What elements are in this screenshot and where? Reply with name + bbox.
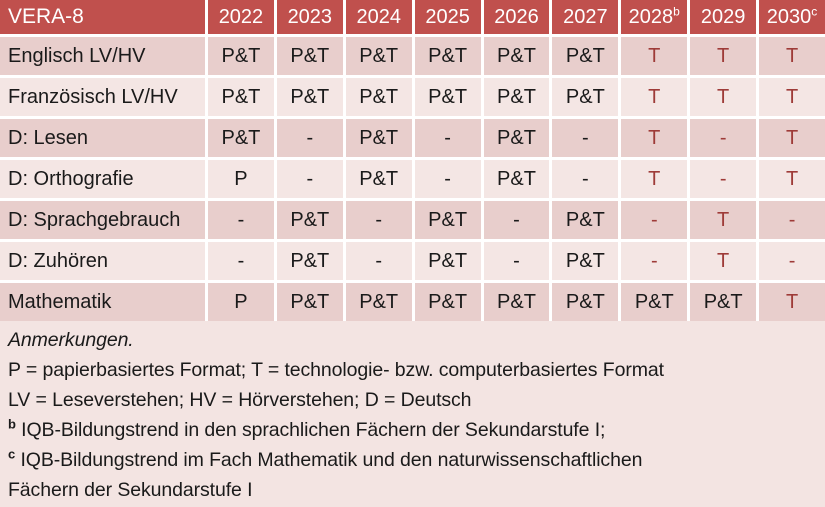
note-line: Fächern der Sekundarstufe I [8,479,253,501]
table-cell: T [621,37,688,75]
table-cell: P&T [483,160,550,198]
table-cell: - [552,119,619,157]
table-cell: P&T [552,201,619,239]
table-cell: T [759,37,825,75]
table-cell: P&T [621,283,688,321]
table-cell: P&T [414,201,481,239]
table-cell: T [690,37,757,75]
year-header-2024: 2024 [345,0,412,34]
table-cell: P&T [483,283,550,321]
notes-block: Anmerkungen. P = papierbasiertes Format; … [0,321,825,505]
table-cell: - [483,242,550,280]
table-cell: - [208,242,274,280]
year-header-2025: 2025 [414,0,481,34]
table-cell: T [690,242,757,280]
table-cell: P [208,283,274,321]
table-cell: P&T [208,37,274,75]
table-cell: - [621,201,688,239]
table-cell: P&T [483,78,550,116]
note-line: c IQB-Bildungstrend im Fach Mathematik u… [8,446,643,472]
table-cell: P&T [552,242,619,280]
table-cell: P&T [483,37,550,75]
table-cell: P&T [414,37,481,75]
year-header-2023: 2023 [276,0,343,34]
table-cell: P [208,160,274,198]
table-cell: P&T [690,283,757,321]
table-cell: P&T [345,119,412,157]
table-cell: P&T [414,78,481,116]
table-cell: - [690,160,757,198]
year-header-2029: 2029 [690,0,757,34]
table-cell: - [208,201,274,239]
table-cell: - [759,242,825,280]
table-cell: T [759,119,825,157]
note-line: LV = Leseverstehen; HV = Hörverstehen; D… [8,389,472,411]
table-cell: P&T [276,283,343,321]
note-line: b IQB-Bildungstrend in den sprachlichen … [8,416,606,442]
table-cell: P&T [208,78,274,116]
table-cell: P&T [345,160,412,198]
year-header-2027: 2027 [552,0,619,34]
table-cell: - [345,242,412,280]
row-label: D: Orthografie [0,160,205,198]
table-cell: P&T [276,242,343,280]
table-cell: - [552,160,619,198]
table-cell: T [690,78,757,116]
footnote-marker-b: b [673,4,680,19]
table-cell: T [690,201,757,239]
vera8-table: VERA-8 2022 2023 2024 2025 2026 2027 2028b 2029… [0,0,825,321]
year-header-2022: 2022 [208,0,274,34]
table-cell: - [759,201,825,239]
table-cell: P&T [345,37,412,75]
note-line: P = papierbasiertes Format; T = technolo… [8,359,664,381]
year-header-2026: 2026 [483,0,550,34]
table-cell: T [621,78,688,116]
table-cell: - [276,160,343,198]
table-title-cell: VERA-8 [0,0,205,34]
table-cell: - [276,119,343,157]
table-cell: - [690,119,757,157]
table-cell: - [414,119,481,157]
table-cell: P&T [208,119,274,157]
table-cell: P&T [414,283,481,321]
table-cell: T [621,160,688,198]
table-cell: P&T [552,78,619,116]
table-cell: P&T [414,242,481,280]
row-label: Mathematik [0,283,205,321]
table-cell: P&T [276,201,343,239]
table-cell: P&T [276,78,343,116]
table-cell: T [759,78,825,116]
table-cell: T [621,119,688,157]
table-cell: T [759,283,825,321]
table-cell: - [621,242,688,280]
footnote-marker-b: b [8,416,16,432]
row-label: D: Lesen [0,119,205,157]
table-cell: P&T [552,283,619,321]
table-cell: P&T [483,119,550,157]
row-label: Französisch LV/HV [0,78,205,116]
year-header-2030: 2030c [759,0,825,34]
row-label: D: Sprachgebrauch [0,201,205,239]
table-cell: - [483,201,550,239]
table-cell: P&T [345,78,412,116]
table-cell: P&T [552,37,619,75]
table-cell: - [345,201,412,239]
footnote-marker-c: c [8,446,16,462]
row-label: Englisch LV/HV [0,37,205,75]
table-cell: - [414,160,481,198]
table-cell: T [759,160,825,198]
table-cell: P&T [345,283,412,321]
table-cell: P&T [276,37,343,75]
row-label: D: Zuhören [0,242,205,280]
footnote-marker-c: c [811,4,818,19]
year-header-2028: 2028b [621,0,688,34]
note-line: Anmerkungen. [8,329,134,351]
